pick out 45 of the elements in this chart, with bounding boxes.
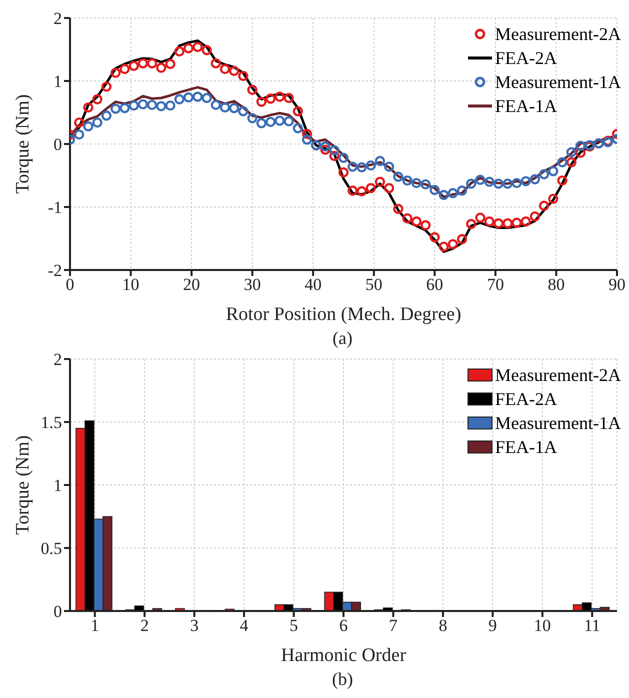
x-tick-label: 0 [66,275,74,294]
legend-label: FEA-2A [495,47,558,70]
x-tick-label: 10 [122,275,140,294]
x-tick-label: 11 [584,616,600,636]
x-tick-label: 50 [365,275,382,294]
x-tick-label: 80 [548,275,565,294]
legend-label: Measurement-2A [495,23,621,46]
y-tick-label: 2 [54,350,62,370]
legend-label: Measurement-1A [495,412,621,435]
y-tick-label: 1.5 [40,413,62,432]
y-tick-label: 2 [54,9,62,28]
y-axis-title: Torque (Nm) [12,94,34,194]
x-tick-label: 40 [304,275,322,294]
legend-label: FEA-2A [495,388,558,411]
text: (a) [332,328,354,349]
x-axis-title: Harmonic Order [280,645,407,666]
y-tick-label: 0.5 [40,539,62,558]
x-tick-label: 20 [183,275,200,294]
x-axis-title: Rotor Position (Mech. Degree) [226,304,462,325]
y-tick-label: 1 [54,72,62,92]
x-tick-label: 10 [534,616,551,636]
y-axis-title: Torque (Nm) [12,435,34,535]
x-tick-label: 5 [290,616,298,636]
x-tick-label: 70 [486,275,504,294]
x-tick-label: 4 [240,616,249,636]
text: (b) [331,669,354,690]
y-tick-label: -2 [48,261,62,280]
x-tick-label: 9 [488,616,497,636]
x-tick-label: 30 [244,275,261,294]
legend-label: FEA-1A [495,436,558,459]
y-tick-label: 1 [54,476,62,496]
x-tick-label: 8 [438,616,448,636]
x-tick-label: 2 [140,616,149,636]
y-tick-label: 0 [54,135,62,154]
x-tick-label: 3 [190,616,199,636]
x-tick-label: 7 [388,616,398,636]
x-tick-label: 1 [90,616,100,636]
y-tick-label: 0 [54,602,62,622]
y-tick-label: -1 [48,198,62,218]
legend-label: Measurement-1A [495,71,621,94]
legend-label: FEA-1A [495,95,558,118]
x-tick-label: 90 [608,275,626,294]
x-tick-label: 6 [339,616,348,636]
legend-label: Measurement-2A [495,364,621,387]
x-tick-label: 60 [426,275,444,294]
